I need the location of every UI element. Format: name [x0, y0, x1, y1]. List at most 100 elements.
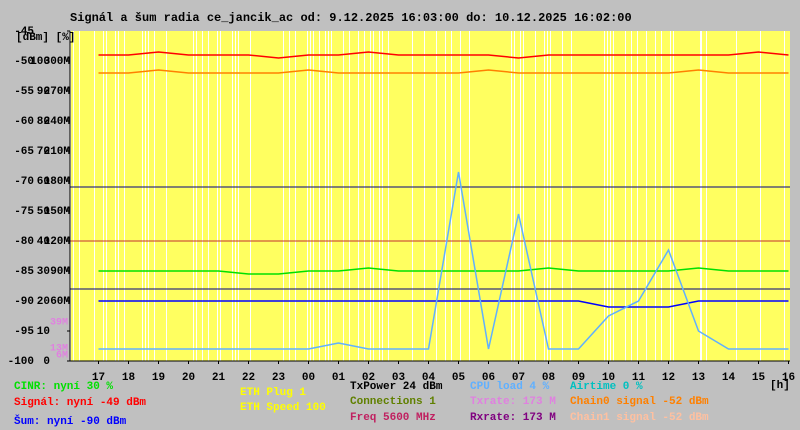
- y-tick-label: -90: [14, 296, 34, 308]
- y2-tick-label: 70: [37, 146, 50, 158]
- stripe: [523, 31, 524, 361]
- y-tick-label: -65: [14, 146, 34, 158]
- stripe: [196, 31, 197, 361]
- y3-tick-label: 60M: [50, 296, 70, 308]
- series-line: [98, 300, 789, 308]
- stripe: [706, 31, 707, 361]
- x-tick-label: 20: [182, 372, 195, 384]
- stripe: [604, 31, 605, 361]
- stripe: [607, 31, 608, 361]
- legend-item: TxPower 24 dBm: [350, 381, 443, 393]
- stripe: [142, 31, 143, 361]
- y-tick-label: -50: [14, 56, 34, 68]
- y2-tick-label: 100: [30, 56, 50, 68]
- stripe: [106, 31, 107, 361]
- x-tick-label: 22: [242, 372, 255, 384]
- stripe: [451, 31, 452, 361]
- stripe: [154, 31, 155, 361]
- y3-tick-label: 300M: [44, 56, 71, 68]
- y3-tick-label: 90M: [50, 266, 70, 278]
- series-line: [98, 267, 789, 275]
- plot-area: [70, 31, 790, 361]
- legend-item: Connections 1: [350, 396, 436, 408]
- stripe: [412, 31, 413, 361]
- x-tick-label: 18: [122, 372, 136, 384]
- x-tick-label: 09: [572, 372, 585, 384]
- x-tick-label: 17: [92, 372, 105, 384]
- x-tick-label: 16: [782, 372, 795, 384]
- stripe: [445, 31, 446, 361]
- stripe: [310, 31, 311, 361]
- x-tick-label: 21: [212, 372, 226, 384]
- x-tick-label: 05: [452, 372, 466, 384]
- stripe: [646, 31, 647, 361]
- stripe: [379, 31, 380, 361]
- legend-item: Signál: nyní -49 dBm: [14, 397, 146, 409]
- stripe: [313, 31, 314, 361]
- x-tick-label: 08: [542, 372, 556, 384]
- stripe: [625, 31, 626, 361]
- y2-tick-label: 0: [43, 356, 50, 368]
- stripe: [232, 31, 233, 361]
- y-tick-label: -75: [14, 206, 34, 218]
- stripe: [544, 31, 545, 361]
- stripe: [670, 31, 671, 361]
- stripe: [736, 31, 737, 361]
- y-tick-label: -55: [14, 86, 34, 98]
- legend-item: CPU load 4 %: [470, 381, 550, 393]
- legend-item: ETH Plug 1: [240, 387, 306, 399]
- stripe: [424, 31, 425, 361]
- stripe: [784, 31, 785, 361]
- stripe: [307, 31, 308, 361]
- y-tick-label: -45: [14, 26, 34, 38]
- stripe: [289, 31, 290, 361]
- stripe: [79, 31, 80, 361]
- stripe: [535, 31, 536, 361]
- y2-tick-label: 40: [37, 236, 50, 248]
- y-tick-label: -95: [14, 326, 34, 338]
- stripe: [520, 31, 521, 361]
- stripe: [193, 31, 194, 361]
- stripe: [358, 31, 359, 361]
- stripe: [550, 31, 551, 361]
- legend-item: ETH Speed 100: [240, 402, 326, 414]
- stripe: [217, 31, 218, 361]
- x-tick-label: 14: [722, 372, 736, 384]
- stripe: [349, 31, 350, 361]
- stripe: [364, 31, 365, 361]
- stripe: [370, 31, 371, 361]
- stripe: [250, 31, 251, 361]
- x-tick-label: 01: [332, 372, 346, 384]
- y3-tick-label: 150M: [44, 206, 71, 218]
- y3-tick-label: 210M: [44, 146, 71, 158]
- y-axis-label: [dBm] [%]: [16, 32, 75, 44]
- stripe: [511, 31, 512, 361]
- y2-tick-label: 50: [37, 206, 50, 218]
- y3-tick-label: 270M: [44, 86, 71, 98]
- stripe: [613, 31, 614, 361]
- y2-tick-label: 20: [37, 296, 50, 308]
- stripe: [388, 31, 389, 361]
- stripe: [373, 31, 374, 361]
- legend-item: Šum: nyní -90 dBm: [14, 414, 127, 428]
- x-tick-label: 12: [662, 372, 675, 384]
- y2-tick-label: 90: [37, 86, 50, 98]
- stripe: [562, 31, 563, 361]
- x-tick-label: 13: [692, 372, 706, 384]
- x-tick-label: 11: [632, 372, 646, 384]
- stripe: [208, 31, 209, 361]
- stripe: [436, 31, 437, 361]
- y3-tick-label: 120M: [44, 236, 71, 248]
- stripe: [235, 31, 236, 361]
- y2-tick-label: 60: [37, 176, 50, 188]
- y-tick-label: -100: [8, 356, 34, 368]
- x-tick-label: 06: [482, 372, 495, 384]
- y2-tick-label: 10: [37, 326, 50, 338]
- plot-background: [70, 31, 790, 361]
- y-tick-label: -80: [14, 236, 34, 248]
- y-tick-label: -70: [14, 176, 34, 188]
- stripe: [328, 31, 329, 361]
- stripe: [655, 31, 656, 361]
- y-tick-label: -60: [14, 116, 34, 128]
